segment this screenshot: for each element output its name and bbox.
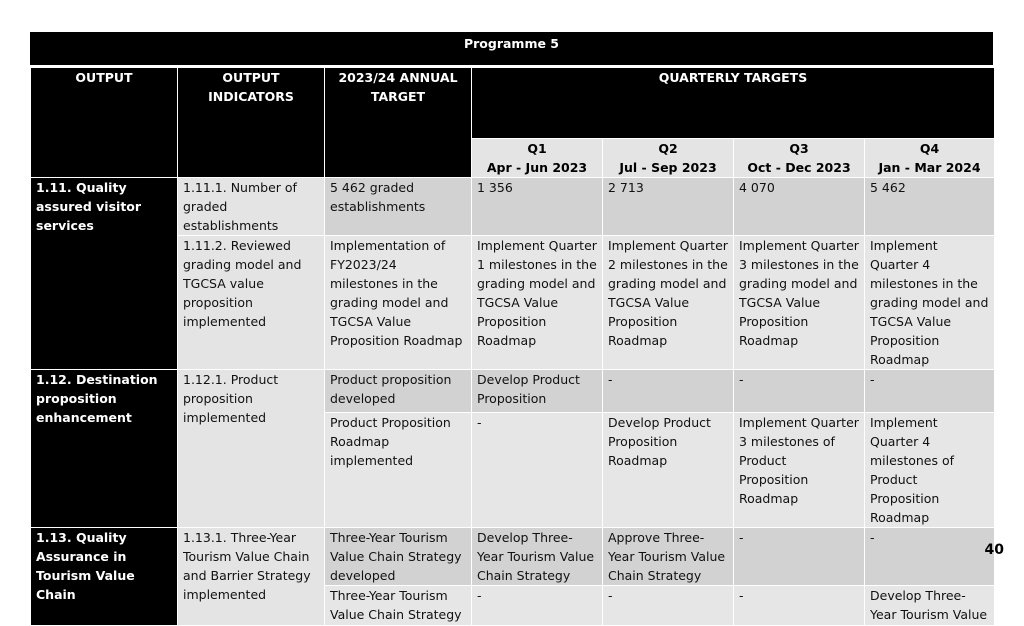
table-row: Product Proposition Roadmap implemented … <box>31 412 995 528</box>
quarter-header-q3: Q3 Oct - Dec 2023 <box>733 138 865 178</box>
table-row: 1.11. Quality assured visitor services 1… <box>30 177 995 370</box>
annual-target-cell: Product Proposition Roadmap implemented <box>324 412 472 528</box>
q2-target-cell: Implement Quarter 2 milestones in the gr… <box>602 235 734 370</box>
page-number: 40 <box>984 542 1004 558</box>
header-row: OUTPUT OUTPUT INDICATORS 2023/24 ANNUAL … <box>30 67 995 178</box>
q1-target-cell: - <box>471 585 603 626</box>
annual-target-header: 2023/24 ANNUAL TARGET <box>324 67 472 178</box>
q2-target-cell: Develop Product Proposition Roadmap <box>602 412 734 528</box>
annual-target-cell: Three-Year Tourism Value Chain Strategy <box>324 585 472 626</box>
q1-target-cell: Implement Quarter 1 milestones in the gr… <box>471 235 603 370</box>
quarterly-targets-header: QUARTERLY TARGETS <box>471 67 995 139</box>
q3-target-cell: Implement Quarter 3 milestones in the gr… <box>733 235 865 370</box>
annual-target-cell: Implementation of FY2023/24 milestones i… <box>324 235 472 370</box>
quarter-header-q4: Q4 Jan - Mar 2024 <box>864 138 995 178</box>
q3-target-cell: 4 070 <box>733 177 865 236</box>
output-indicators-header: OUTPUT INDICATORS <box>177 67 325 178</box>
annual-target-cell: 5 462 graded establishments <box>324 177 472 236</box>
indicator-cell: 1.11.2. Reviewed grading model and TGCSA… <box>177 235 325 370</box>
q1-target-cell: Develop Product Proposition <box>471 369 603 413</box>
quarter-header-q1: Q1 Apr - Jun 2023 <box>471 138 603 178</box>
annual-target-cell: Three-Year Tourism Value Chain Strategy … <box>324 527 472 586</box>
quarterly-targets-table: OUTPUT OUTPUT INDICATORS 2023/24 ANNUAL … <box>30 67 995 626</box>
indicator-cell: 1.11.1. Number of graded establishments <box>177 177 325 236</box>
table-row: 1.13. Quality Assurance in Tourism Value… <box>30 527 995 626</box>
q1-target-cell: - <box>471 412 603 528</box>
annual-target-cell: Product proposition developed <box>324 369 472 413</box>
indicator-cell: 1.12.1. Product proposition implemented <box>177 369 325 528</box>
indicator-cell: 1.13.1. Three-Year Tourism Value Chain a… <box>177 527 325 626</box>
q1-target-cell: Develop Three-Year Tourism Value Chain S… <box>471 527 603 586</box>
q3-target-cell: - <box>733 527 865 586</box>
output-cell: 1.12. Destination proposition enhancemen… <box>30 369 178 528</box>
output-cell: 1.11. Quality assured visitor services <box>30 177 178 370</box>
q4-target-cell: - <box>864 369 995 413</box>
q2-target-cell: 2 713 <box>602 177 734 236</box>
programme-title: Programme 5 <box>30 32 993 65</box>
q4-target-cell: 5 462 <box>864 177 995 236</box>
q2-target-cell: Approve Three-Year Tourism Value Chain S… <box>602 527 734 586</box>
q4-target-cell: - <box>864 527 995 586</box>
q4-target-cell: Implement Quarter 4 milestones in the gr… <box>864 235 995 370</box>
q2-target-cell: - <box>602 585 734 626</box>
q3-target-cell: Implement Quarter 3 milestones of Produc… <box>733 412 865 528</box>
quarter-header-q2: Q2 Jul - Sep 2023 <box>602 138 734 178</box>
q4-target-cell: Develop Three-Year Tourism Value <box>864 585 995 626</box>
output-header: OUTPUT <box>30 67 178 178</box>
q1-target-cell: 1 356 <box>471 177 603 236</box>
quarter-header-row: Q1 Apr - Jun 2023 Q2 Jul - Sep 2023 Q3 Oct … <box>31 138 995 178</box>
output-cell: 1.13. Quality Assurance in Tourism Value… <box>30 527 178 626</box>
q4-target-cell: Implement Quarter 4 milestones of Produc… <box>864 412 995 528</box>
q2-target-cell: - <box>602 369 734 413</box>
table-row: 1.11.2. Reviewed grading model and TGCSA… <box>31 235 995 370</box>
q3-target-cell: - <box>733 369 865 413</box>
q3-target-cell: - <box>733 585 865 626</box>
table-row: 1.12. Destination proposition enhancemen… <box>30 369 995 528</box>
